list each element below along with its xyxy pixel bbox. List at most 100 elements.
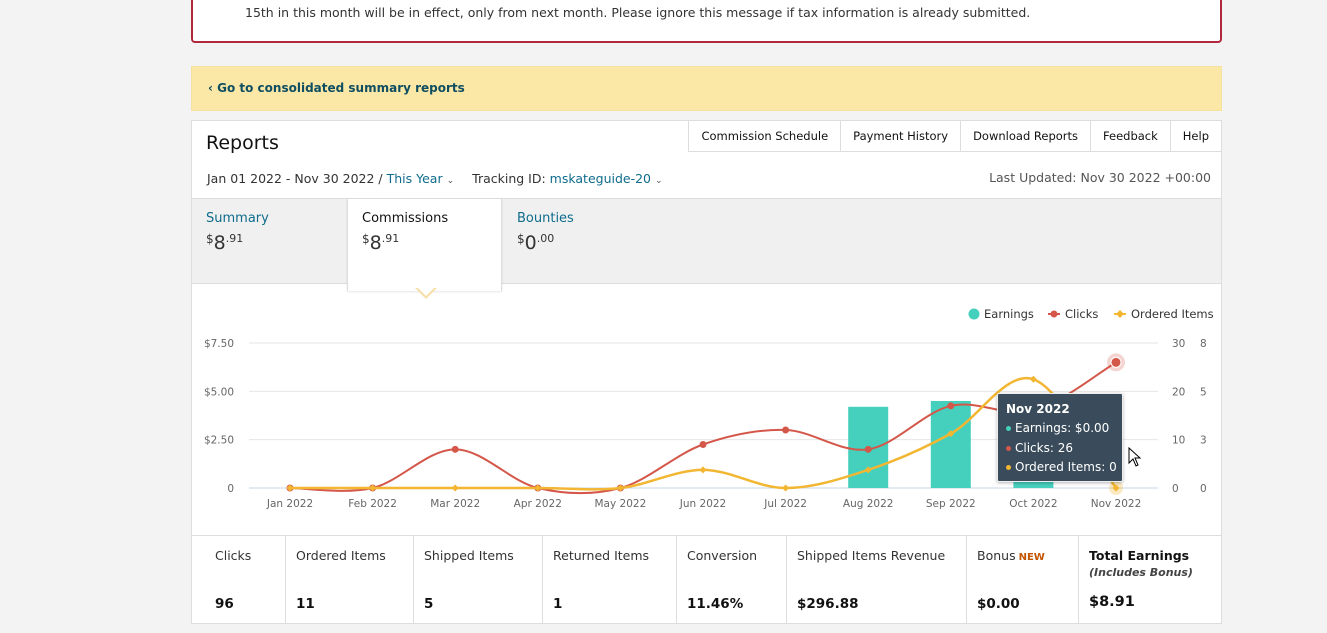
ordered-items-point	[1029, 375, 1037, 383]
active-tab-caret	[415, 287, 437, 299]
left-axis-tick-label: 0	[227, 483, 234, 495]
payment-history-link[interactable]: Payment History	[840, 121, 961, 151]
x-axis-tick-label: Apr 2022	[514, 498, 562, 510]
earnings-bar	[930, 401, 971, 488]
tooltip-earnings-text: Earnings: $0.00	[1015, 421, 1110, 435]
stat-label: Clicks	[215, 548, 252, 563]
ordered-items-point	[286, 484, 294, 492]
stat-value: 96	[215, 596, 234, 612]
tooltip-ordered: Ordered Items: 0	[1006, 458, 1117, 478]
stat-label: Total Earnings	[1089, 548, 1190, 563]
report-links: Commission Schedule Payment History Down…	[688, 120, 1222, 152]
stat-label: Shipped Items Revenue	[797, 548, 946, 563]
left-axis-tick-label: $7.50	[204, 338, 234, 350]
period-value: This Year	[386, 171, 443, 186]
stat-value: 5	[424, 596, 434, 612]
tab-amount: $8.91	[362, 232, 487, 254]
clicks-point	[451, 445, 459, 453]
stat-sublabel: (Includes Bonus)	[1089, 566, 1193, 579]
stat-value: $296.88	[797, 596, 859, 612]
tooltip-ordered-text: Ordered Items: 0	[1015, 460, 1117, 474]
tab-amount: $0.00	[517, 232, 644, 254]
tracking-label: Tracking ID:	[472, 171, 546, 186]
legend-earnings-icon	[968, 308, 980, 320]
amount-cents: .91	[381, 232, 400, 245]
new-badge: NEW	[1018, 552, 1045, 563]
x-axis-tick-label: Sep 2022	[926, 498, 976, 510]
legend-label: Earnings	[984, 307, 1034, 321]
ordered-items-point	[451, 484, 459, 492]
clicks-dot-icon	[1006, 445, 1011, 451]
ordered-axis-tick-label: 5	[1200, 386, 1207, 398]
stat-conversion: Conversion 11.46%	[676, 536, 786, 623]
commission-schedule-link[interactable]: Commission Schedule	[689, 121, 841, 151]
tab-label: Commissions	[362, 211, 449, 226]
clicks-axis-tick-label: 10	[1172, 435, 1185, 447]
earnings-tabs: Summary $8.91 Commissions $8.91 Bounties…	[192, 198, 1221, 291]
x-axis-tick-label: Nov 2022	[1091, 498, 1142, 510]
last-updated: Last Updated: Nov 30 2022 +00:00	[989, 170, 1211, 185]
tab-commissions[interactable]: Commissions $8.91	[347, 199, 502, 291]
report-filters: Jan 01 2022 - Nov 30 2022 / This Year ⌄ T…	[207, 171, 663, 186]
x-axis-tick-label: Oct 2022	[1009, 498, 1057, 510]
period-dropdown[interactable]: This Year ⌄	[387, 171, 455, 186]
tooltip-title: Nov 2022	[1006, 402, 1070, 416]
left-axis-tick-label: $5.00	[204, 386, 234, 398]
amount-whole: 8	[369, 232, 382, 254]
help-link[interactable]: Help	[1169, 121, 1221, 151]
ordered-axis-tick-label: 3	[1200, 435, 1207, 447]
stat-label: Shipped Items	[424, 548, 514, 563]
tracking-id-dropdown[interactable]: mskateguide-20 ⌄	[550, 171, 663, 186]
clicks-point	[782, 426, 790, 434]
tooltip-clicks-text: Clicks: 26	[1015, 440, 1073, 455]
ordered-items-point	[864, 466, 872, 474]
stat-total-earnings: Total Earnings (Includes Bonus) $8.91	[1078, 536, 1221, 623]
left-axis-tick-label: $2.50	[204, 435, 234, 447]
earnings-chart: 0 $2.50 $5.00 $7.50 0 10 20 30 0 3 5 8 Jan 2022 Feb 2…	[204, 307, 1214, 510]
date-range: Jan 01 2022 - Nov 30 2022 /	[207, 171, 383, 186]
amount-whole: 8	[213, 232, 226, 254]
stat-label: Bonus NEW	[977, 548, 1068, 563]
ordered-axis-tick-label: 0	[1200, 483, 1207, 495]
x-axis-tick-label: Jul 2022	[763, 498, 807, 510]
chart-tooltip: Nov 2022 Earnings: $0.00 Clicks: 26 Orde…	[997, 393, 1123, 482]
chevron-down-icon: ⌄	[655, 176, 663, 186]
x-axis-tick-label: May 2022	[595, 498, 647, 510]
currency-symbol: $	[517, 232, 525, 246]
stat-shipped-items: Shipped Items 5	[413, 536, 542, 623]
consolidated-summary-link[interactable]: ‹ Go to consolidated summary reports	[208, 81, 465, 95]
tax-alert: 15th in this month will be in effect, on…	[191, 0, 1222, 43]
ordered-dot-icon	[1006, 465, 1011, 470]
stat-value: $0.00	[977, 596, 1020, 612]
tab-bounties[interactable]: Bounties $0.00	[503, 199, 658, 285]
stat-value: $8.91	[1089, 594, 1135, 610]
ordered-axis-tick-label: 8	[1200, 338, 1207, 350]
stat-label: Conversion	[687, 548, 758, 563]
stat-returned-items: Returned Items 1	[542, 536, 676, 623]
amount-cents: .91	[225, 232, 244, 245]
clicks-line	[289, 361, 1117, 495]
stat-ordered-items: Ordered Items 11	[285, 536, 413, 623]
bonus-label: Bonus	[977, 548, 1016, 563]
stat-value: 11.46%	[687, 596, 744, 612]
ordered-items-point	[699, 466, 707, 474]
tab-summary[interactable]: Summary $8.91	[192, 199, 347, 285]
earnings-dot-icon	[1006, 426, 1011, 431]
x-axis-tick-label: Jun 2022	[679, 498, 726, 510]
tooltip-earnings: Earnings: $0.00	[1006, 419, 1114, 439]
stat-shipped-revenue: Shipped Items Revenue $296.88	[786, 536, 966, 623]
stat-label: Returned Items	[553, 548, 650, 563]
page-title: Reports	[206, 132, 279, 154]
reports-panel: Reports Commission Schedule Payment Hist…	[191, 120, 1222, 624]
clicks-axis-tick-label: 0	[1172, 483, 1179, 495]
tab-amount: $8.91	[206, 232, 333, 254]
feedback-link[interactable]: Feedback	[1090, 121, 1170, 151]
earnings-bar	[1013, 480, 1054, 488]
x-axis-tick-label: Mar 2022	[430, 498, 480, 510]
ordered-items-line	[289, 376, 1117, 491]
currency-symbol: $	[362, 232, 370, 246]
legend-label: Clicks	[1065, 307, 1098, 321]
consolidated-banner: ‹ Go to consolidated summary reports	[191, 66, 1222, 111]
mouse-cursor-icon	[1128, 447, 1142, 467]
download-reports-link[interactable]: Download Reports	[960, 121, 1091, 151]
